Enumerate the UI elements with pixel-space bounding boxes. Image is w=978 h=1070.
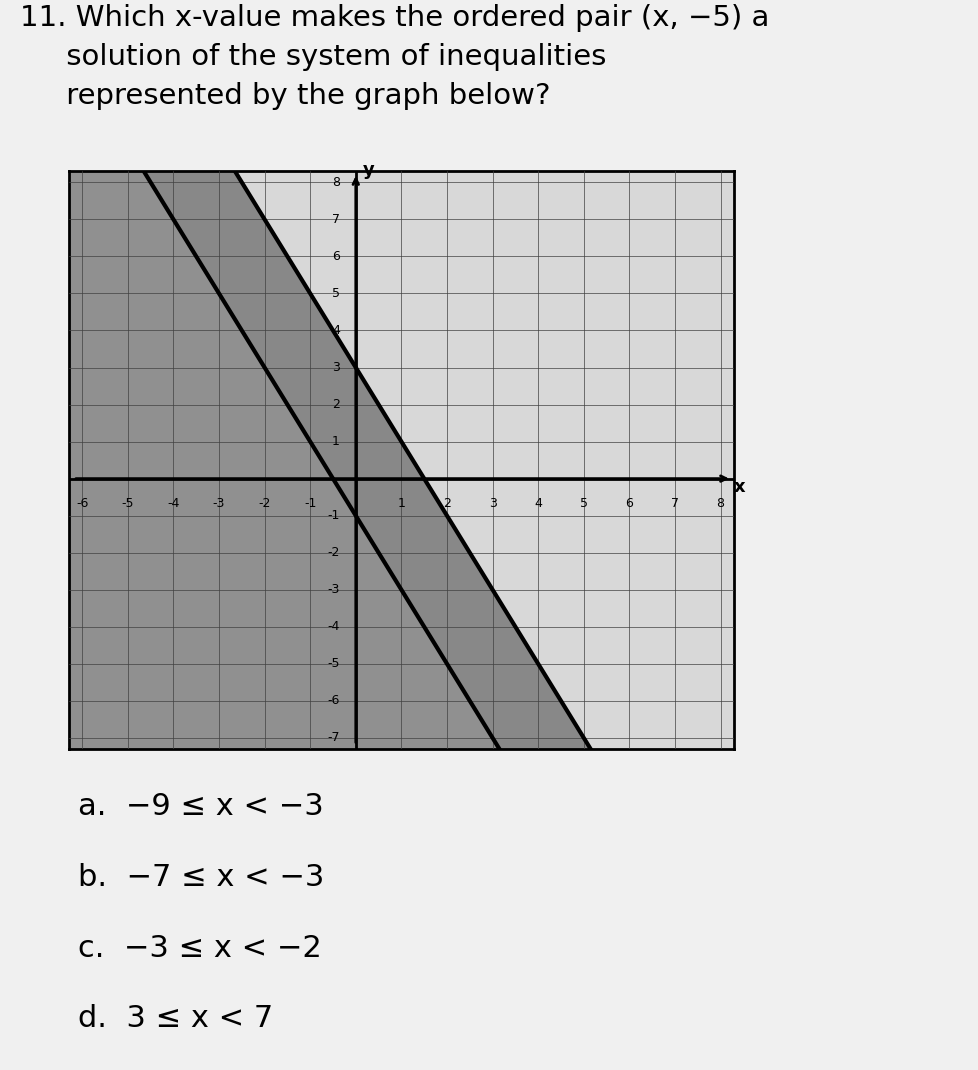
Text: -4: -4 (167, 498, 179, 510)
Text: 3: 3 (488, 498, 496, 510)
Text: a.  −9 ≤ x < −3: a. −9 ≤ x < −3 (78, 792, 324, 822)
Text: d.  3 ≤ x < 7: d. 3 ≤ x < 7 (78, 1004, 273, 1034)
Text: 11. Which x-value makes the ordered pair (x, −5) a
     solution of the system o: 11. Which x-value makes the ordered pair… (20, 3, 768, 109)
Text: b.  −7 ≤ x < −3: b. −7 ≤ x < −3 (78, 862, 325, 892)
Text: 4: 4 (534, 498, 542, 510)
Text: -4: -4 (327, 621, 339, 633)
Text: -6: -6 (76, 498, 88, 510)
Text: 8: 8 (716, 498, 724, 510)
Text: 6: 6 (332, 250, 339, 263)
Text: 1: 1 (397, 498, 405, 510)
Text: 3: 3 (332, 361, 339, 374)
Text: -5: -5 (121, 498, 134, 510)
Text: -5: -5 (327, 657, 339, 670)
Text: -1: -1 (304, 498, 316, 510)
Text: 7: 7 (670, 498, 679, 510)
Text: 4: 4 (332, 324, 339, 337)
Text: -3: -3 (327, 583, 339, 596)
Text: -3: -3 (212, 498, 225, 510)
Text: x: x (733, 477, 744, 495)
Text: 2: 2 (332, 398, 339, 411)
Text: -6: -6 (327, 694, 339, 707)
Text: 6: 6 (625, 498, 633, 510)
Text: 8: 8 (332, 175, 339, 188)
Text: -7: -7 (327, 732, 339, 745)
Text: y: y (362, 160, 374, 179)
Text: -2: -2 (258, 498, 271, 510)
Text: 5: 5 (332, 287, 339, 300)
Text: c.  −3 ≤ x < −2: c. −3 ≤ x < −2 (78, 933, 322, 963)
Text: 1: 1 (332, 435, 339, 448)
Text: 2: 2 (443, 498, 451, 510)
Text: 5: 5 (579, 498, 587, 510)
Text: 7: 7 (332, 213, 339, 226)
Text: -2: -2 (327, 546, 339, 560)
Text: -1: -1 (327, 509, 339, 522)
